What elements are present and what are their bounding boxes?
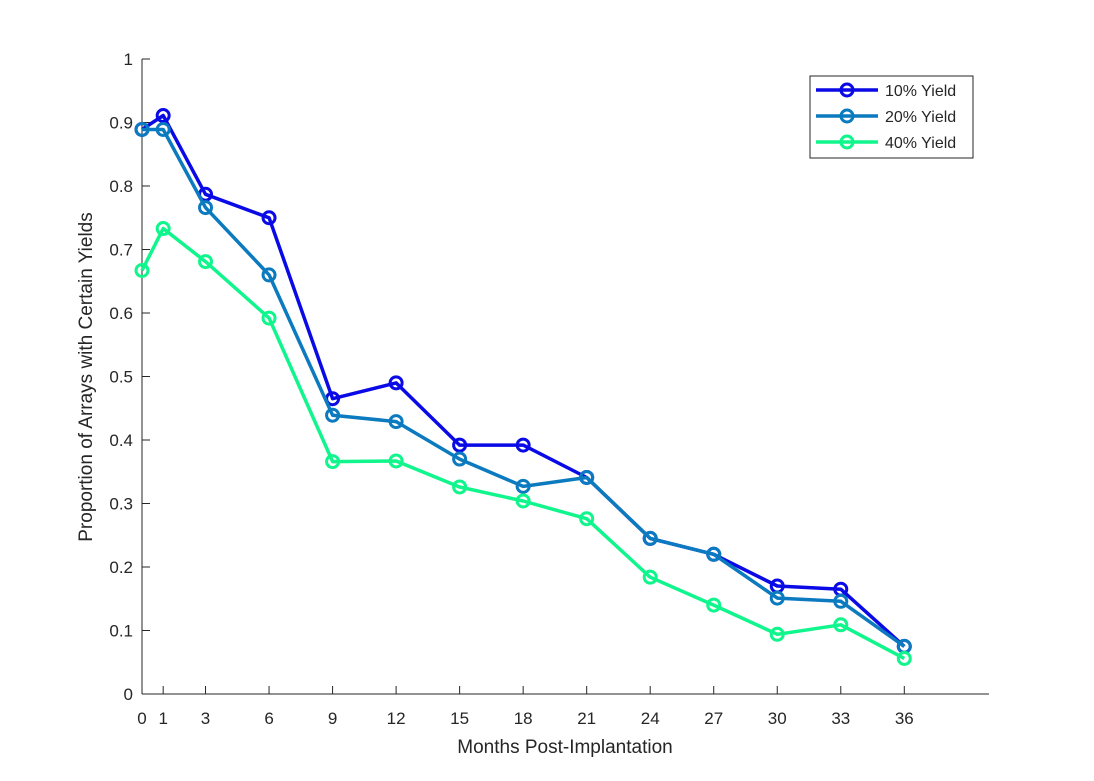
data-point bbox=[769, 590, 785, 606]
data-point bbox=[155, 108, 171, 124]
x-tick-label: 36 bbox=[895, 709, 914, 728]
data-point bbox=[198, 254, 214, 270]
x-tick-label: 15 bbox=[450, 709, 469, 728]
y-axis-label: Proportion of Arrays with Certain Yields bbox=[76, 212, 97, 542]
series-line bbox=[141, 113, 906, 648]
data-point bbox=[155, 121, 171, 137]
data-point bbox=[896, 650, 912, 666]
data-point bbox=[515, 478, 531, 494]
x-tick-label: 6 bbox=[264, 709, 273, 728]
data-point bbox=[134, 262, 150, 278]
data-point bbox=[155, 221, 171, 237]
x-tick-label: 30 bbox=[768, 709, 787, 728]
data-point bbox=[388, 414, 404, 430]
series-10-yield bbox=[134, 108, 912, 654]
data-point bbox=[515, 493, 531, 509]
legend-swatch-marker bbox=[839, 134, 855, 150]
x-tick-label: 27 bbox=[704, 709, 723, 728]
data-point bbox=[452, 451, 468, 467]
data-point bbox=[134, 121, 150, 137]
legend-swatch-marker bbox=[839, 82, 855, 98]
data-point bbox=[452, 479, 468, 495]
series-20-yield bbox=[134, 121, 912, 654]
series-line bbox=[142, 127, 906, 648]
x-tick-label: 3 bbox=[201, 709, 210, 728]
data-point bbox=[261, 310, 277, 326]
y-tick-label: 0.8 bbox=[109, 177, 133, 196]
x-tick-label: 24 bbox=[641, 709, 660, 728]
data-point bbox=[579, 511, 595, 527]
x-tick-label: 1 bbox=[158, 709, 167, 728]
axes: 0 1 3 6 9 12 15 18 21 24 27 30 33 3600.10.20.30.40.50… bbox=[109, 50, 989, 728]
legend-swatch-marker bbox=[839, 108, 855, 124]
legend-label: 10% Yield bbox=[885, 83, 956, 100]
y-tick-label: 0.6 bbox=[109, 304, 133, 323]
data-point bbox=[833, 593, 849, 609]
legend-label: 20% Yield bbox=[885, 109, 956, 126]
y-tick-label: 1 bbox=[124, 50, 133, 69]
data-point bbox=[642, 530, 658, 546]
x-tick-label: 33 bbox=[831, 709, 850, 728]
y-tick-label: 0.2 bbox=[109, 558, 133, 577]
y-tick-label: 0.4 bbox=[109, 431, 133, 450]
data-point bbox=[325, 407, 341, 423]
x-tick-label: 21 bbox=[577, 709, 596, 728]
data-point bbox=[642, 569, 658, 585]
data-point bbox=[198, 200, 214, 216]
x-tick-label: 0 bbox=[137, 709, 146, 728]
legend-label: 40% Yield bbox=[885, 135, 956, 152]
y-tick-label: 0.7 bbox=[109, 241, 133, 260]
data-point bbox=[833, 617, 849, 633]
x-tick-label: 18 bbox=[514, 709, 533, 728]
x-axis-label: Months Post-Implantation bbox=[457, 737, 672, 758]
x-tick-label: 12 bbox=[387, 709, 406, 728]
data-point bbox=[515, 437, 531, 453]
y-tick-label: 0.1 bbox=[109, 622, 133, 641]
data-point bbox=[388, 375, 404, 391]
data-point bbox=[706, 597, 722, 613]
data-point bbox=[769, 626, 785, 642]
legend: 10% Yield 20% Yield 40% Yield bbox=[809, 75, 974, 159]
y-tick-label: 0.5 bbox=[109, 368, 133, 387]
series-line bbox=[140, 226, 906, 660]
y-tick-label: 0.9 bbox=[109, 114, 133, 133]
data-point bbox=[388, 453, 404, 469]
data-point bbox=[706, 546, 722, 562]
data-point bbox=[325, 454, 341, 470]
series-40-yield bbox=[134, 221, 912, 666]
y-tick-label: 0.3 bbox=[109, 495, 133, 514]
y-tick-label: 0 bbox=[124, 685, 133, 704]
data-point bbox=[261, 210, 277, 226]
series-group bbox=[134, 108, 912, 666]
data-point bbox=[579, 469, 595, 485]
data-point bbox=[261, 267, 277, 283]
x-tick-label: 9 bbox=[328, 709, 337, 728]
data-point bbox=[452, 437, 468, 453]
